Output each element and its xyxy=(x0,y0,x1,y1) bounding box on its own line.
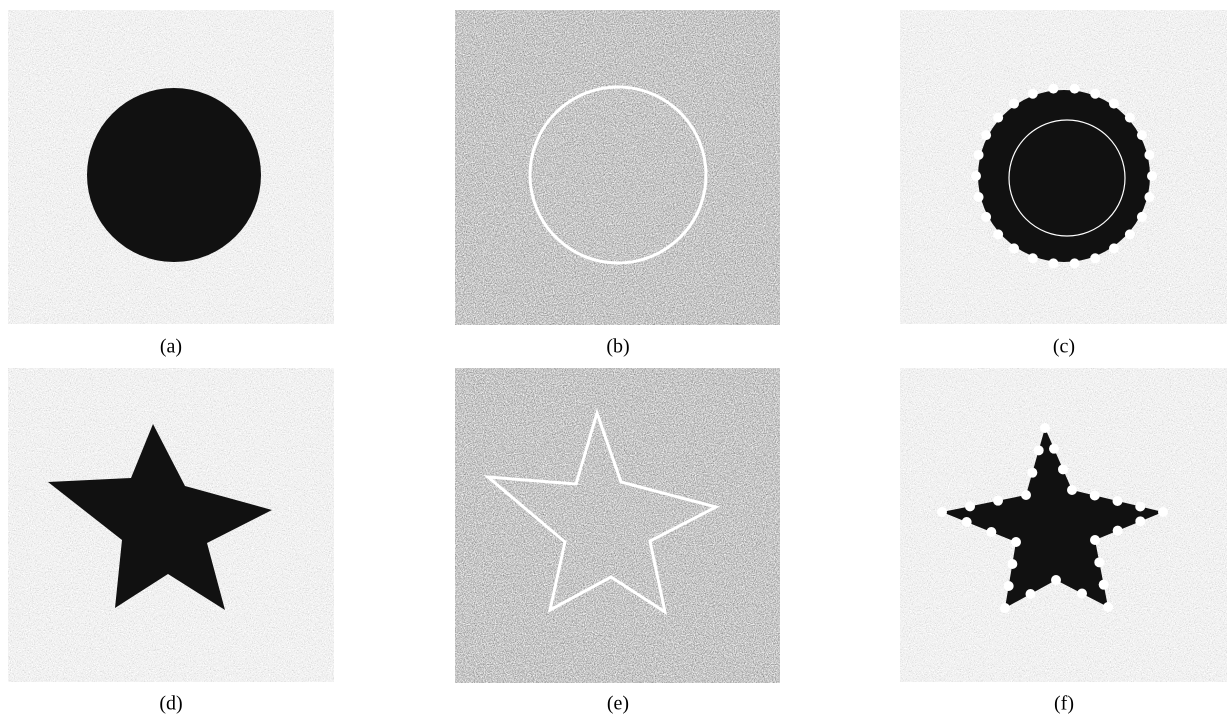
contour-point xyxy=(993,229,1003,239)
caption: (b) xyxy=(606,336,629,358)
contour-point xyxy=(1007,559,1017,569)
contour-point xyxy=(962,517,972,527)
contour-point xyxy=(1135,516,1145,526)
contour-point xyxy=(1009,99,1019,109)
contour-point xyxy=(1125,113,1135,123)
contour-point xyxy=(1158,507,1168,517)
contour-point xyxy=(974,150,984,160)
contour-point xyxy=(1090,491,1100,501)
caption: (e) xyxy=(607,693,629,715)
contour-point xyxy=(1144,192,1154,202)
caption: (f) xyxy=(1054,693,1074,715)
contour-point xyxy=(1103,602,1113,612)
contour-point xyxy=(1090,253,1100,263)
contour-point xyxy=(1048,258,1058,268)
contour-point xyxy=(1067,485,1077,495)
contour-point xyxy=(971,171,981,181)
caption: (c) xyxy=(1053,336,1075,358)
contour-point xyxy=(1049,444,1059,454)
contour-point xyxy=(1137,130,1147,140)
caption: (d) xyxy=(159,693,182,715)
contour-point xyxy=(1048,84,1058,94)
contour-point xyxy=(1125,229,1135,239)
contour-point xyxy=(993,113,1003,123)
contour-point xyxy=(974,192,984,202)
contour-point xyxy=(1051,575,1061,585)
contour-point xyxy=(1011,537,1021,547)
contour-point xyxy=(1144,150,1154,160)
contour-point xyxy=(1034,445,1044,455)
contour-point xyxy=(1040,423,1050,433)
contour-point xyxy=(965,501,975,511)
contour-point xyxy=(1077,589,1087,599)
contour-point xyxy=(1028,89,1038,99)
contour-point xyxy=(1070,258,1080,268)
contour-point xyxy=(1021,490,1031,500)
contour-point xyxy=(1113,496,1123,506)
contour-point xyxy=(1027,468,1037,478)
contour-point xyxy=(1028,253,1038,263)
contour-point xyxy=(1026,589,1036,599)
noise-background xyxy=(455,368,780,683)
contour-point xyxy=(1090,535,1100,545)
contour-point xyxy=(1109,99,1119,109)
contour-point xyxy=(937,507,947,517)
contour-point xyxy=(981,212,991,222)
circle-shape xyxy=(87,88,261,262)
contour-point xyxy=(1058,464,1068,474)
contour-point xyxy=(1147,171,1157,181)
contour-point xyxy=(1113,526,1123,536)
contour-point xyxy=(1009,243,1019,253)
contour-point xyxy=(1099,580,1109,590)
contour-point xyxy=(993,496,1003,506)
contour-point xyxy=(1070,84,1080,94)
contour-point xyxy=(1109,243,1119,253)
noise-background xyxy=(455,10,780,325)
caption: (a) xyxy=(160,336,182,358)
contour-point xyxy=(986,527,996,537)
contour-point xyxy=(1135,502,1145,512)
page: (a) (b) (c) (d) (e) (f) (() => { const d… xyxy=(0,0,1227,718)
contour-point xyxy=(1000,603,1010,613)
contour-point xyxy=(1137,212,1147,222)
contour-point xyxy=(1094,557,1104,567)
contour-point xyxy=(1090,89,1100,99)
contour-point xyxy=(981,130,991,140)
figure: (a) (b) (c) (d) (e) (f) xyxy=(0,0,1227,718)
contour-point xyxy=(1004,581,1014,591)
